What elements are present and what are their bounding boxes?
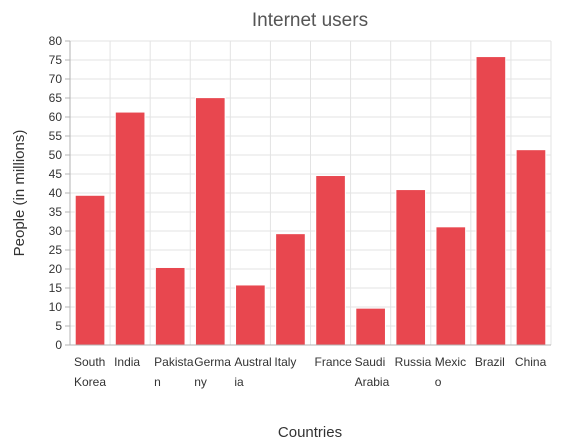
x-tick-label: France xyxy=(315,355,353,369)
y-tick-label: 10 xyxy=(49,300,63,314)
bar-southkorea[interactable] xyxy=(74,194,106,346)
x-tick-label: Saudi Arabia xyxy=(355,355,390,389)
x-tick-label-line: Germa xyxy=(194,355,231,369)
x-tick-label-line: ia xyxy=(234,375,244,389)
bar-brazil[interactable] xyxy=(475,56,507,346)
x-tick-label: Mexic o xyxy=(435,355,466,389)
bar-germany[interactable] xyxy=(194,97,226,346)
grid-layer xyxy=(69,40,552,345)
x-tick-label-line: Mexic xyxy=(435,355,466,369)
x-tick-label: China xyxy=(515,355,547,369)
x-tick-label: India xyxy=(114,355,140,369)
x-tick-labels: South Korea India Pakista n Germa ny Austral ia I… xyxy=(74,355,547,389)
x-tick-label: South Korea xyxy=(74,355,106,389)
x-tick-label-line: Arabia xyxy=(355,375,390,389)
bar-italy[interactable] xyxy=(275,233,306,346)
y-tick-label: 25 xyxy=(49,243,63,257)
y-tick-label: 80 xyxy=(49,34,63,48)
x-tick-label: Germa ny xyxy=(194,355,231,389)
bar-mexico[interactable] xyxy=(435,226,467,346)
y-tick-label: 35 xyxy=(49,205,63,219)
x-tick-label-line: Austral xyxy=(234,355,271,369)
x-tick-label-line: n xyxy=(154,375,161,389)
bar-china[interactable] xyxy=(515,149,547,346)
y-tick-label: 65 xyxy=(49,91,63,105)
x-tick-label-line: Korea xyxy=(74,375,106,389)
y-tick-label: 60 xyxy=(49,110,63,124)
y-tick-label: 50 xyxy=(49,148,63,162)
y-tick-label: 20 xyxy=(49,262,63,276)
bar-australia[interactable] xyxy=(235,284,266,346)
x-tick-label-line: Italy xyxy=(274,355,296,369)
x-tick-label-line: Saudi xyxy=(355,355,386,369)
bar-pakistan[interactable] xyxy=(154,266,186,346)
y-axis-title: People (in millions) xyxy=(11,130,28,257)
y-tick-label: 55 xyxy=(49,129,63,143)
bar-france[interactable] xyxy=(315,175,346,346)
x-tick-label: Italy xyxy=(274,355,296,369)
y-tick-label: 70 xyxy=(49,72,63,86)
x-tick-label: Russia xyxy=(395,355,432,369)
y-tick-label: 40 xyxy=(49,186,63,200)
y-tick-label: 15 xyxy=(49,281,63,295)
bar-saudiarabia[interactable] xyxy=(355,307,386,346)
axes-layer xyxy=(65,40,551,346)
x-tick-label: Brazil xyxy=(475,355,505,369)
x-tick-label-line: Brazil xyxy=(475,355,505,369)
bar-russia[interactable] xyxy=(395,189,427,346)
y-tick-labels: 0 5 10 15 20 25 30 35 40 45 50 55 60 65 70 75 80 xyxy=(49,34,63,352)
y-tick-label: 30 xyxy=(49,224,63,238)
x-tick-label: Pakista n xyxy=(154,355,194,389)
x-tick-label-line: India xyxy=(114,355,140,369)
y-tick-label: 5 xyxy=(55,319,62,333)
x-tick-label: Austral ia xyxy=(234,355,271,389)
x-tick-label-line: Russia xyxy=(395,355,432,369)
x-tick-label-line: Pakista xyxy=(154,355,194,369)
x-tick-label-line: o xyxy=(435,375,442,389)
x-tick-label-line: France xyxy=(315,355,353,369)
y-tick-label: 0 xyxy=(55,338,62,352)
x-tick-label-line: South xyxy=(74,355,105,369)
x-tick-label-line: ny xyxy=(194,375,207,389)
bar-india[interactable] xyxy=(114,111,146,346)
y-tick-label: 75 xyxy=(49,53,63,67)
x-tick-label-line: China xyxy=(515,355,547,369)
x-axis-title: Countries xyxy=(278,424,342,441)
y-tick-label: 45 xyxy=(49,167,63,181)
bars-layer xyxy=(74,56,547,346)
chart-title: Internet users xyxy=(252,10,368,31)
